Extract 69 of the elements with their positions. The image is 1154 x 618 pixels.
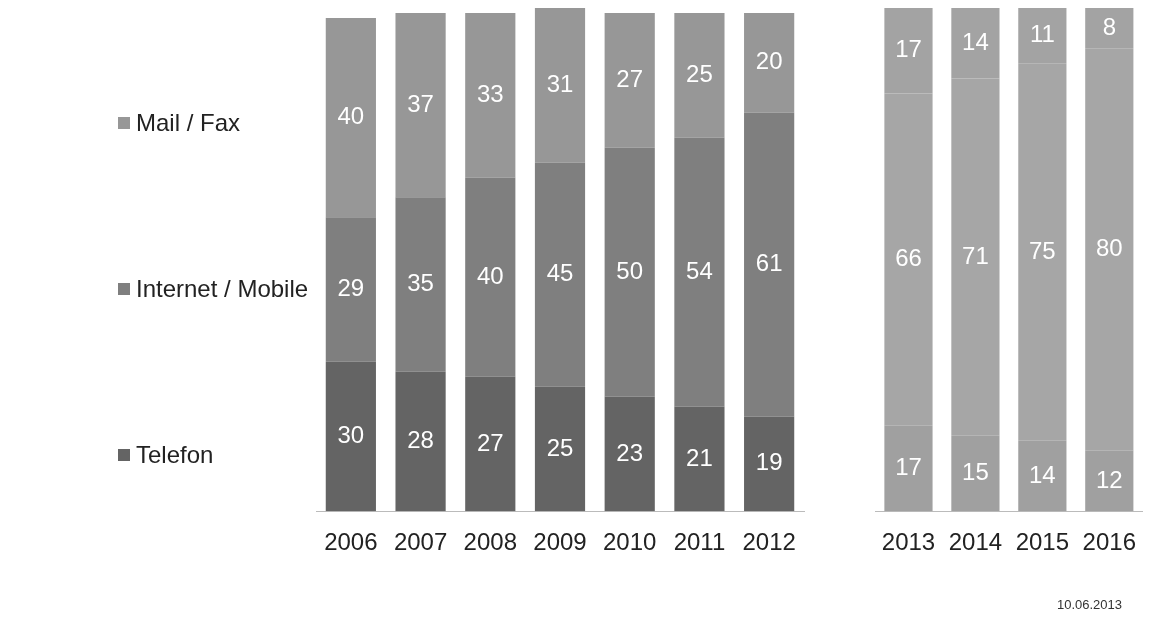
data-label: 14	[962, 27, 989, 55]
bar	[534, 386, 586, 512]
data-label: 40	[337, 102, 365, 130]
legend-label: Mail / Fax	[136, 109, 241, 137]
x-tick-label: 2016	[1082, 528, 1136, 556]
data-label: 45	[546, 259, 574, 287]
x-tick-label: 2009	[533, 528, 587, 556]
data-label: 21	[686, 443, 713, 471]
data-label: 19	[755, 448, 783, 476]
bar	[744, 416, 795, 512]
bar	[604, 12, 655, 148]
bar	[325, 361, 376, 512]
data-label: 33	[476, 79, 504, 107]
bar	[744, 12, 795, 113]
bar	[674, 406, 725, 512]
bar	[325, 17, 376, 218]
legend-label: Internet / Mobile	[136, 275, 309, 303]
bar	[465, 177, 516, 377]
data-label: 80	[1095, 234, 1123, 262]
bar	[325, 217, 376, 362]
bar	[674, 12, 725, 138]
x-tick-label: 2012	[742, 528, 796, 556]
bar	[534, 162, 586, 387]
x-tick-label: 2010	[603, 528, 657, 556]
data-label: 35	[407, 269, 434, 297]
data-label: 12	[1095, 465, 1123, 493]
data-label: 8	[1102, 12, 1116, 40]
x-tick-label: 2013	[881, 528, 936, 556]
data-label: 31	[546, 69, 574, 97]
data-label: 28	[407, 426, 434, 454]
legend-label: Telefon	[136, 441, 214, 469]
bar	[395, 371, 446, 512]
data-label: 25	[546, 433, 574, 461]
data-label: 71	[962, 241, 989, 269]
data-label: 15	[962, 458, 989, 486]
data-label: 23	[616, 438, 644, 466]
bar	[395, 197, 446, 372]
data-label: 17	[895, 453, 922, 481]
data-label: 75	[1029, 236, 1056, 264]
bar	[534, 8, 586, 163]
data-label: 66	[895, 244, 922, 272]
data-label: 30	[337, 421, 365, 449]
bar	[465, 12, 516, 178]
data-label: 29	[337, 274, 365, 302]
text: 10.06.2013	[1056, 596, 1122, 612]
x-tick-label: 2015	[1015, 528, 1070, 556]
x-tick-label: 2006	[324, 528, 378, 556]
data-label: 61	[755, 249, 783, 277]
bar	[465, 376, 516, 512]
data-label: 37	[407, 89, 434, 117]
data-label: 20	[755, 47, 783, 75]
bar	[604, 147, 655, 397]
data-label: 50	[616, 256, 644, 284]
data-label: 17	[895, 35, 922, 63]
x-tick-label: 2008	[463, 528, 517, 556]
x-tick-label: 2011	[673, 528, 726, 556]
bar	[744, 112, 795, 417]
data-label: 25	[686, 59, 713, 87]
bar	[674, 137, 725, 407]
data-label: 40	[476, 261, 504, 289]
bar	[395, 12, 446, 198]
bar	[604, 396, 655, 512]
data-label: 27	[616, 64, 644, 92]
x-tick-label: 2007	[393, 528, 448, 556]
x-tick-label: 2014	[948, 528, 1003, 556]
data-label: 11	[1029, 20, 1055, 48]
data-label: 54	[686, 256, 713, 284]
data-label: 27	[476, 428, 504, 456]
data-label: 14	[1029, 460, 1056, 488]
